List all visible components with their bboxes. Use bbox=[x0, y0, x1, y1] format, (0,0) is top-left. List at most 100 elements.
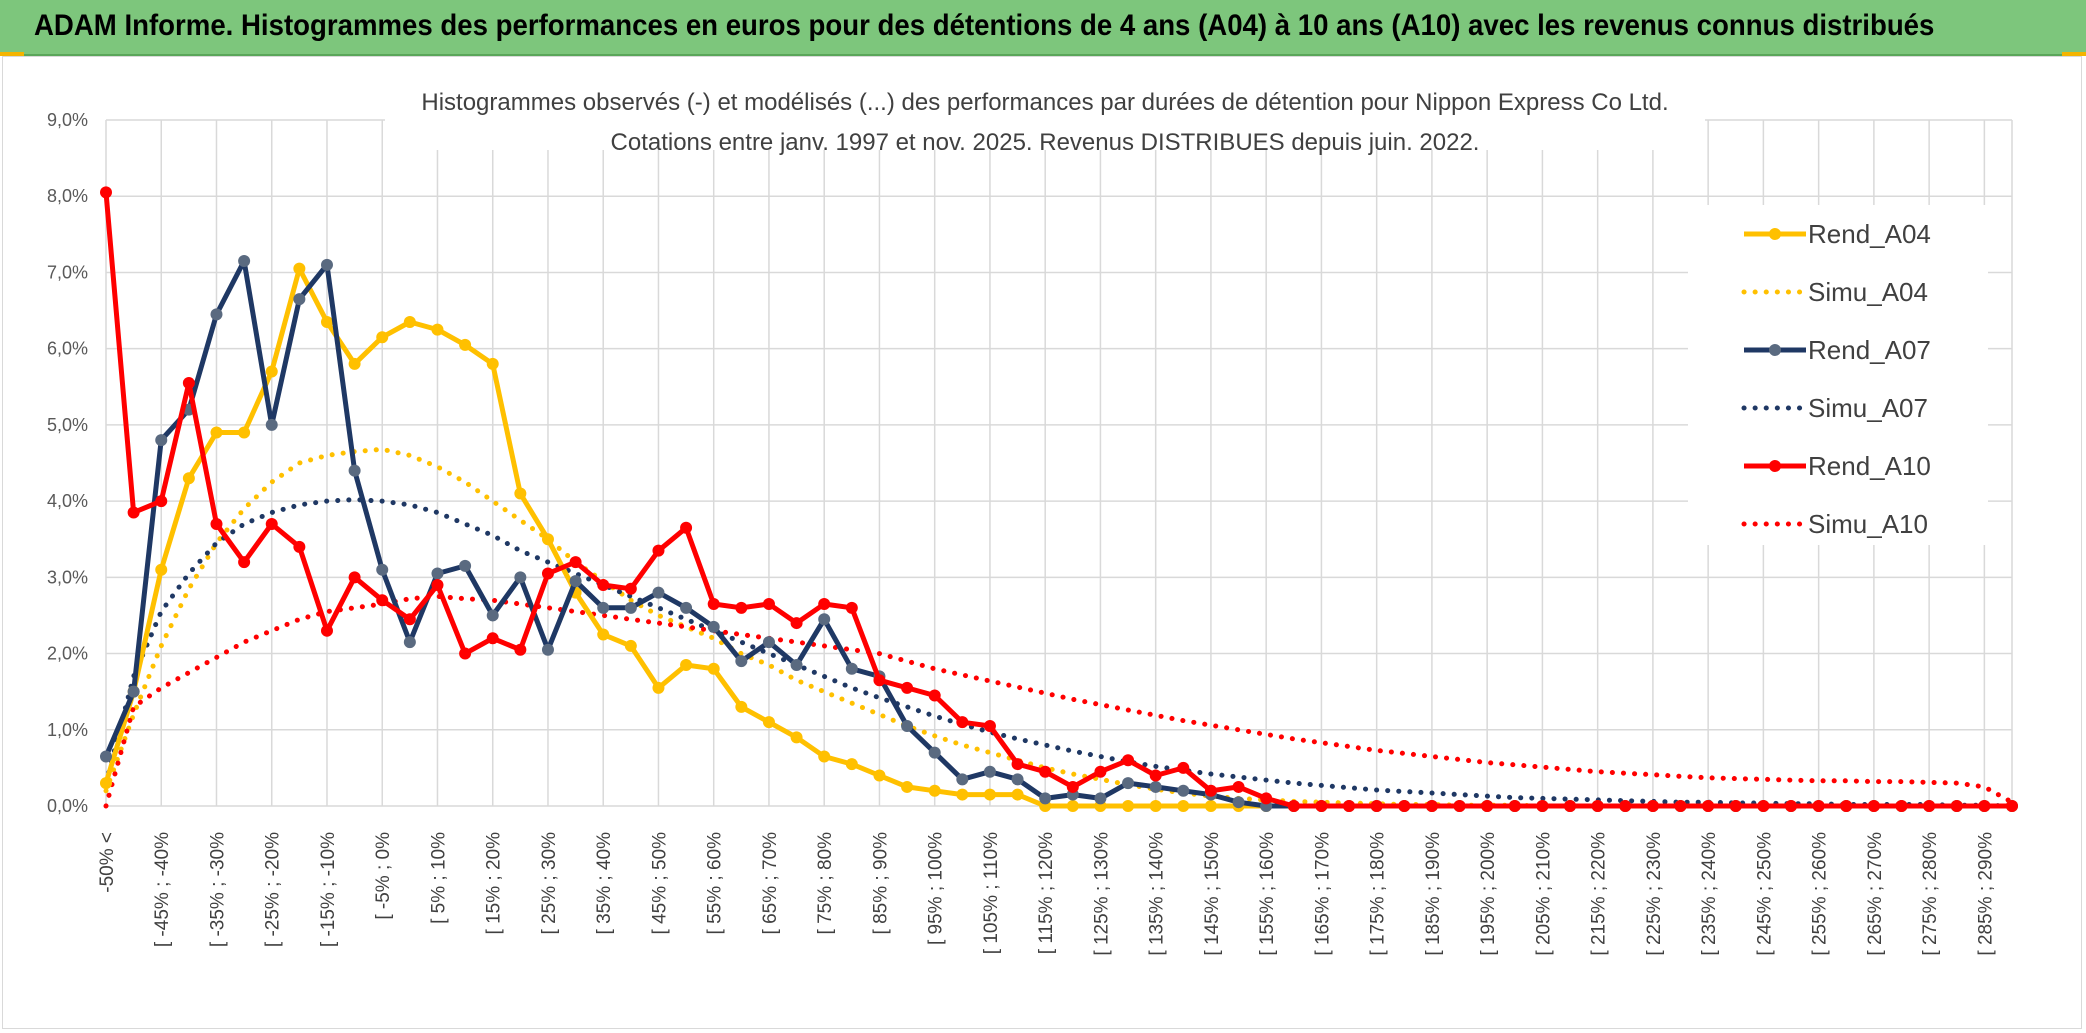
series-line-simu_a10 bbox=[103, 593, 2015, 809]
data-point-rend_a04 bbox=[348, 357, 361, 370]
data-point-rend_a07 bbox=[293, 293, 306, 306]
data-point-rend_a04 bbox=[431, 323, 444, 336]
data-point-rend_a10 bbox=[238, 556, 251, 569]
data-point-rend_a10 bbox=[818, 598, 831, 611]
data-point-rend_a10 bbox=[1646, 800, 1659, 812]
x-tick-label: [ 125% ; 130% bbox=[1091, 832, 1112, 956]
data-point-rend_a10 bbox=[1343, 800, 1356, 812]
data-point-rend_a07 bbox=[376, 563, 389, 576]
data-point-rend_a10 bbox=[376, 594, 389, 607]
y-tick-label: 1,0% bbox=[47, 720, 88, 740]
data-point-rend_a10 bbox=[265, 517, 278, 530]
data-point-rend_a07 bbox=[1094, 792, 1107, 805]
data-point-rend_a07 bbox=[403, 636, 416, 649]
x-tick-label: [ 25% ; 30% bbox=[539, 832, 560, 935]
x-tick-label: [ 185% ; 190% bbox=[1423, 832, 1444, 956]
data-point-rend_a07 bbox=[956, 773, 969, 786]
x-tick-label: [ -5% ; 0% bbox=[373, 832, 394, 920]
data-point-rend_a07 bbox=[845, 662, 858, 675]
data-point-rend_a07 bbox=[1039, 792, 1052, 805]
data-point-rend_a10 bbox=[2006, 800, 2018, 812]
data-point-rend_a07 bbox=[597, 601, 610, 614]
data-point-rend_a10 bbox=[1508, 800, 1521, 812]
x-tick-label: [ 35% ; 40% bbox=[594, 832, 615, 935]
data-point-rend_a04 bbox=[459, 338, 472, 351]
data-point-rend_a10 bbox=[1840, 800, 1853, 812]
data-point-rend_a07 bbox=[928, 746, 941, 759]
x-tick-label: [ 65% ; 70% bbox=[760, 832, 781, 935]
data-point-rend_a04 bbox=[652, 681, 665, 694]
data-point-rend_a04 bbox=[182, 472, 195, 485]
chart-title: Histogrammes observés (-) et modélisés (… bbox=[421, 89, 1668, 116]
data-point-rend_a10 bbox=[1978, 800, 1991, 812]
data-point-rend_a10 bbox=[1122, 754, 1135, 767]
data-point-rend_a10 bbox=[707, 598, 720, 611]
data-point-rend_a04 bbox=[403, 315, 416, 328]
x-tick-label: [ 15% ; 20% bbox=[484, 832, 505, 935]
data-point-rend_a10 bbox=[901, 681, 914, 694]
data-point-rend_a10 bbox=[1204, 784, 1217, 797]
data-point-rend_a10 bbox=[486, 632, 499, 645]
data-point-rend_a10 bbox=[1287, 800, 1300, 812]
data-point-rend_a10 bbox=[1370, 800, 1383, 812]
data-point-rend_a04 bbox=[320, 315, 333, 328]
data-point-rend_a10 bbox=[1425, 800, 1438, 812]
x-tick-label: [ -35% ; -30% bbox=[207, 832, 228, 947]
legend-marker bbox=[1769, 460, 1781, 472]
x-tick-label: [ 205% ; 210% bbox=[1533, 832, 1554, 956]
x-tick-label: [ -25% ; -20% bbox=[263, 832, 284, 947]
x-tick-label: [ 75% ; 80% bbox=[815, 832, 836, 935]
x-tick-label: [ 285% ; 290% bbox=[1975, 832, 1996, 956]
x-tick-label: [ 235% ; 240% bbox=[1699, 832, 1720, 956]
data-point-rend_a07 bbox=[238, 255, 251, 268]
data-point-rend_a04 bbox=[541, 533, 554, 546]
data-point-rend_a10 bbox=[1564, 800, 1577, 812]
y-tick-label: 3,0% bbox=[47, 567, 88, 587]
data-point-rend_a10 bbox=[1094, 765, 1107, 778]
data-point-rend_a04 bbox=[790, 731, 803, 744]
data-point-rend_a04 bbox=[680, 658, 693, 671]
data-point-rend_a10 bbox=[1812, 800, 1825, 812]
data-point-rend_a10 bbox=[762, 598, 775, 611]
x-tick-label: [ 215% ; 220% bbox=[1589, 832, 1610, 956]
data-point-rend_a04 bbox=[873, 769, 886, 782]
data-point-rend_a10 bbox=[1232, 780, 1245, 793]
x-tick-label: [ 225% ; 230% bbox=[1644, 832, 1665, 956]
data-point-rend_a10 bbox=[873, 674, 886, 687]
x-tick-label: [ 145% ; 150% bbox=[1202, 832, 1223, 956]
x-axis-ticks: -50% < [ -45% ; -40% [ -35% ; -30% [ -25% ;… bbox=[97, 832, 1996, 956]
data-point-rend_a04 bbox=[238, 426, 251, 439]
x-tick-label: [ 5% ; 10% bbox=[428, 832, 449, 924]
data-point-rend_a04 bbox=[735, 700, 748, 713]
data-point-rend_a10 bbox=[1398, 800, 1411, 812]
data-point-rend_a10 bbox=[541, 567, 554, 580]
data-point-rend_a10 bbox=[1867, 800, 1880, 812]
title-backdrop bbox=[385, 82, 1705, 150]
data-point-rend_a04 bbox=[956, 788, 969, 801]
x-tick-label: [ 275% ; 280% bbox=[1920, 832, 1941, 956]
data-point-rend_a10 bbox=[1481, 800, 1494, 812]
data-point-rend_a04 bbox=[597, 628, 610, 641]
data-point-rend_a04 bbox=[983, 788, 996, 801]
data-point-rend_a10 bbox=[1895, 800, 1908, 812]
data-point-rend_a07 bbox=[1232, 796, 1245, 809]
banner-accent-left bbox=[0, 52, 24, 56]
data-point-rend_a10 bbox=[100, 186, 112, 199]
data-point-rend_a04 bbox=[845, 758, 858, 771]
legend-label: Simu_A10 bbox=[1808, 509, 1928, 539]
data-point-rend_a10 bbox=[928, 689, 941, 702]
x-tick-label: [ -45% ; -40% bbox=[152, 832, 173, 947]
data-point-rend_a10 bbox=[680, 521, 693, 534]
data-point-rend_a10 bbox=[1066, 780, 1079, 793]
data-point-rend_a07 bbox=[127, 685, 140, 698]
y-tick-label: 4,0% bbox=[47, 491, 88, 511]
data-point-rend_a10 bbox=[1923, 800, 1936, 812]
data-point-rend_a07 bbox=[210, 308, 223, 321]
x-tick-label: [ 115% ; 120% bbox=[1036, 832, 1057, 954]
data-point-rend_a04 bbox=[376, 331, 389, 344]
data-point-rend_a04 bbox=[486, 357, 499, 370]
data-point-rend_a04 bbox=[155, 563, 168, 576]
data-point-rend_a04 bbox=[818, 750, 831, 763]
legend-label: Rend_A04 bbox=[1808, 219, 1931, 249]
